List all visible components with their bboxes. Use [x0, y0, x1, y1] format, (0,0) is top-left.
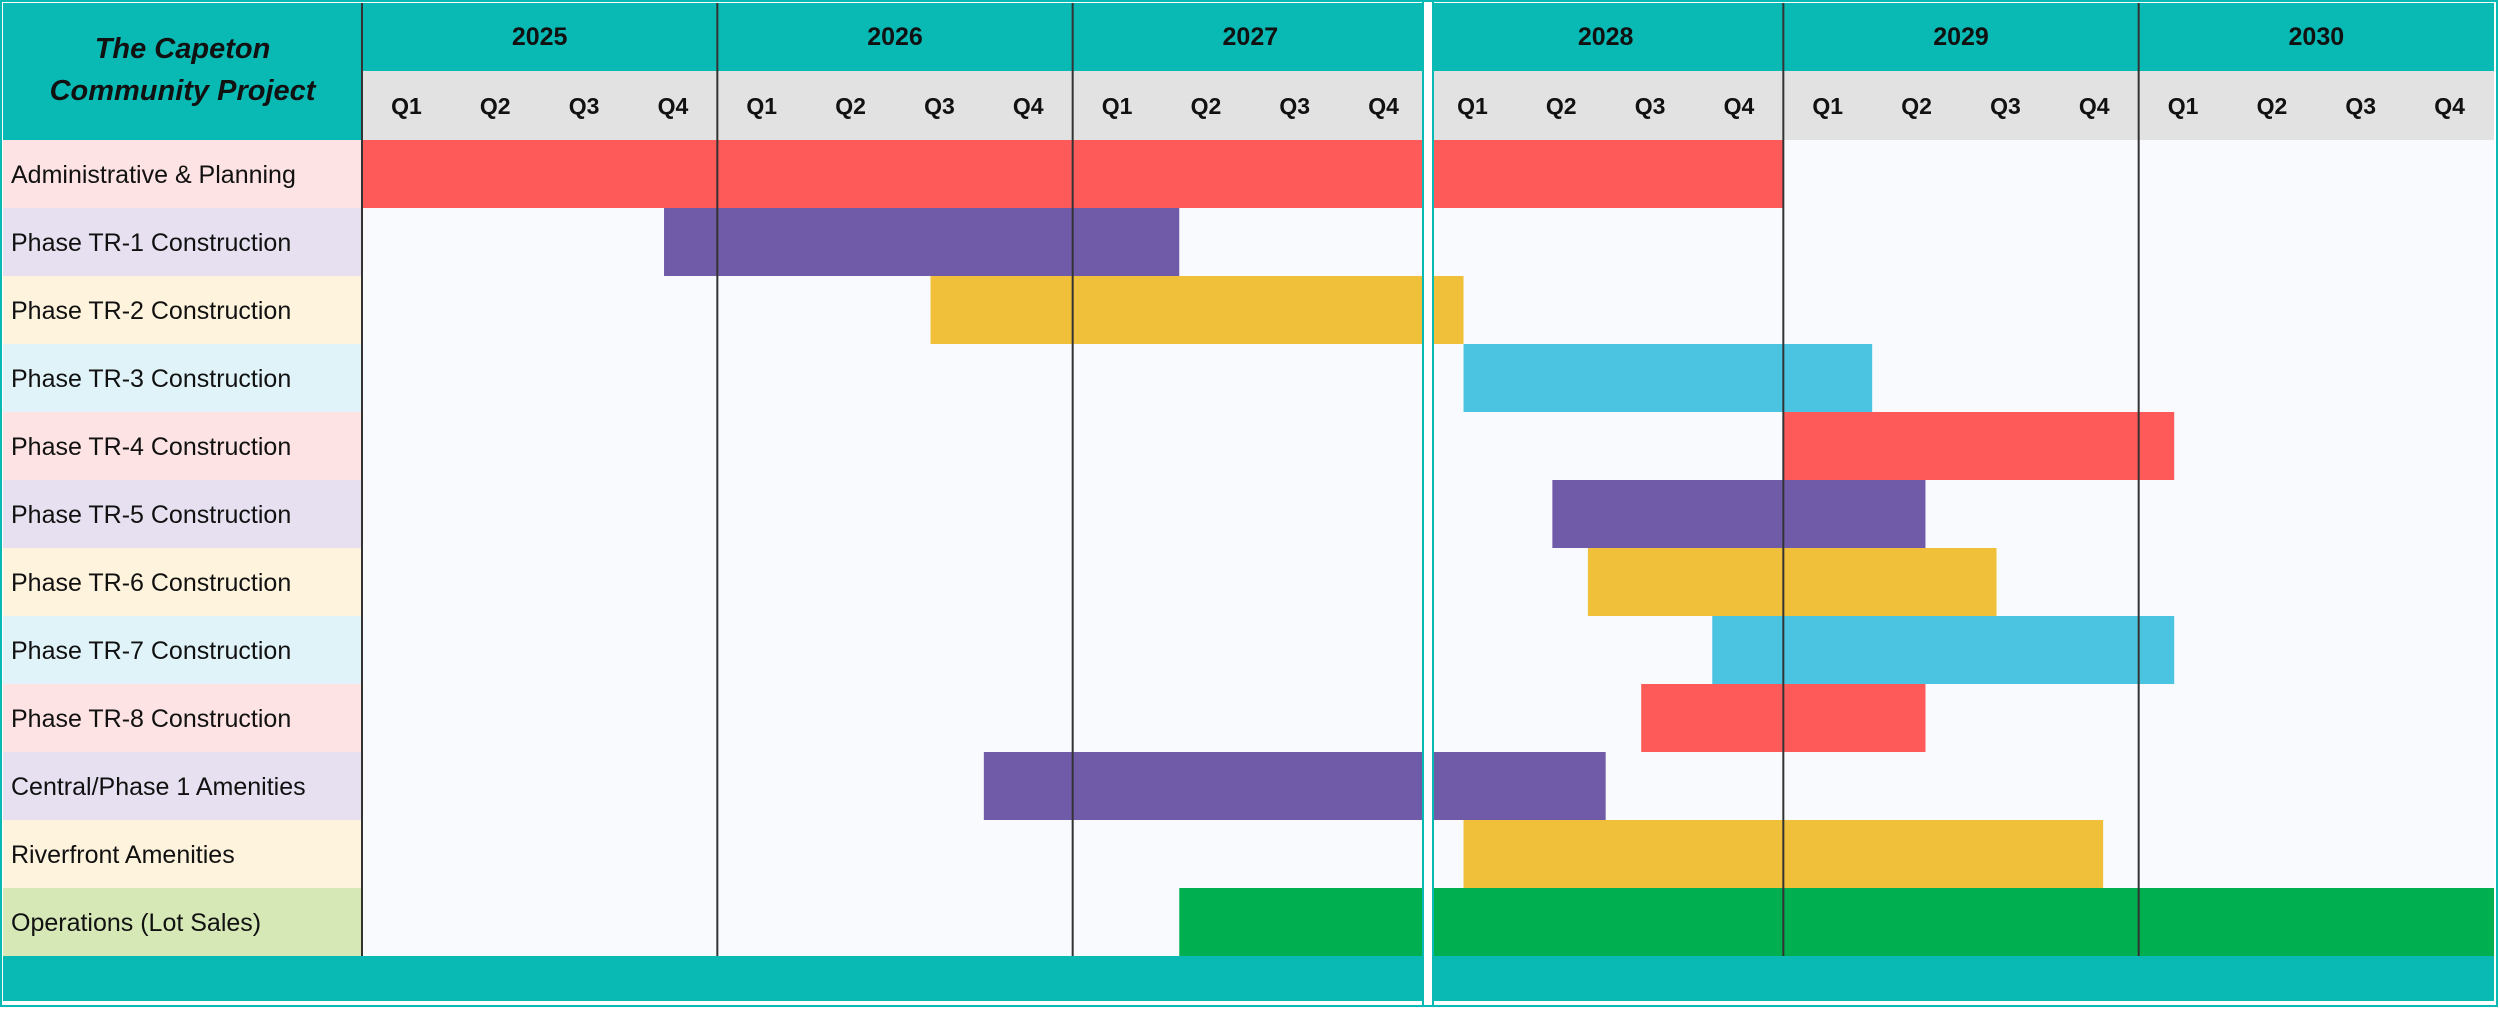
row-label: Riverfront Amenities [11, 841, 235, 869]
quarter-label: Q4 [2079, 93, 2110, 119]
row-label: Phase TR-6 Construction [11, 569, 291, 597]
gantt-bar [1712, 616, 2175, 684]
footer-band [3, 956, 2494, 1001]
quarter-label: Q3 [569, 93, 600, 119]
quarter-label: Q2 [1901, 93, 1932, 119]
row-label-bg [3, 344, 362, 412]
chart-title-line-2: Community Project [50, 75, 317, 107]
quarter-label: Q2 [2257, 93, 2288, 119]
gantt-bar [1783, 412, 2175, 480]
gantt-bar [664, 208, 1180, 276]
quarter-label: Q2 [835, 93, 866, 119]
gantt-bar [1463, 344, 1873, 412]
quarter-label: Q2 [1191, 93, 1222, 119]
row-label-bg [3, 820, 362, 888]
quarter-label: Q2 [1546, 93, 1577, 119]
row-label-bg [3, 208, 362, 276]
row-label-bg [3, 276, 362, 344]
quarter-label: Q1 [1457, 93, 1488, 119]
quarter-label: Q3 [1990, 93, 2021, 119]
chart-title-line-1: The Capeton [95, 33, 271, 65]
row-label: Central/Phase 1 Amenities [11, 773, 306, 801]
quarter-label: Q4 [1724, 93, 1755, 119]
quarter-label: Q1 [2168, 93, 2199, 119]
row-label-bg [3, 752, 362, 820]
quarter-label: Q4 [1368, 93, 1399, 119]
year-label: 2028 [1578, 23, 1634, 51]
row-label-bg [3, 140, 362, 208]
row-label: Phase TR-5 Construction [11, 501, 291, 529]
panel-split [1424, 0, 1432, 1010]
quarter-label: Q4 [2434, 93, 2465, 119]
quarter-label: Q1 [1102, 93, 1133, 119]
gantt-bar [930, 276, 1464, 344]
row-label: Phase TR-2 Construction [11, 297, 291, 325]
row-label: Phase TR-8 Construction [11, 705, 291, 733]
quarter-label: Q1 [391, 93, 422, 119]
quarter-label: Q2 [480, 93, 511, 119]
quarter-label: Q1 [746, 93, 777, 119]
quarter-label: Q3 [2345, 93, 2376, 119]
row-label: Phase TR-1 Construction [11, 229, 291, 257]
quarter-label: Q3 [1279, 93, 1310, 119]
gantt-bar [1552, 480, 1926, 548]
row-label-bg [3, 548, 362, 616]
year-label: 2029 [1933, 23, 1989, 51]
gantt-bar [1587, 548, 1997, 616]
row-label-bg [3, 888, 362, 956]
quarter-label: Q4 [1013, 93, 1044, 119]
row-label: Operations (Lot Sales) [11, 909, 261, 937]
gantt-bar [983, 752, 1606, 820]
quarter-label: Q3 [1635, 93, 1666, 119]
row-label: Administrative & Planning [11, 161, 296, 189]
quarter-label: Q3 [924, 93, 955, 119]
quarter-label: Q1 [1812, 93, 1843, 119]
gantt-bar [1179, 888, 2494, 956]
year-label: 2030 [2289, 23, 2345, 51]
row-label: Phase TR-7 Construction [11, 637, 291, 665]
row-label-bg [3, 412, 362, 480]
row-label-bg [3, 616, 362, 684]
row-label-bg [3, 480, 362, 548]
row-label-bg [3, 684, 362, 752]
quarter-label: Q4 [658, 93, 689, 119]
year-label: 2025 [512, 23, 568, 51]
row-label: Phase TR-3 Construction [11, 365, 291, 393]
year-label: 2027 [1223, 23, 1279, 51]
row-label: Phase TR-4 Construction [11, 433, 291, 461]
title-cell [3, 3, 362, 140]
year-label: 2026 [867, 23, 923, 51]
